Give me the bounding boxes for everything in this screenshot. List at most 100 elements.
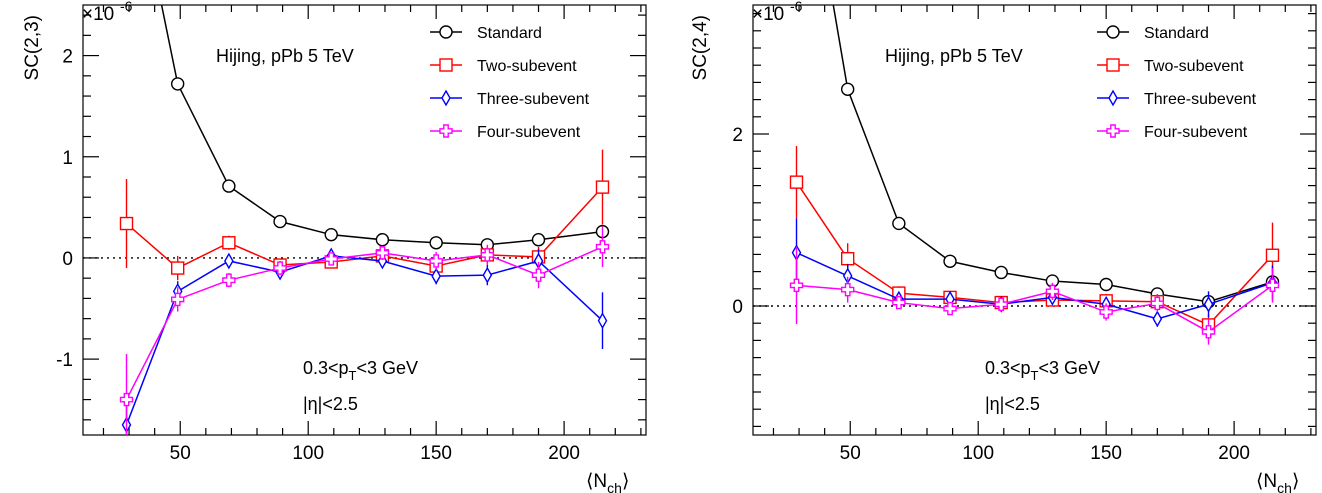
x-tick-label: 50 — [170, 443, 191, 464]
legend-marker — [1106, 25, 1120, 39]
series-standard — [832, 5, 1280, 309]
data-point — [892, 216, 906, 231]
annotation-pt-b: <3 GeV — [357, 358, 419, 378]
data-point — [170, 261, 185, 275]
data-point — [531, 233, 546, 247]
series-four-subevent — [119, 226, 610, 435]
x-axis-label: ⟨Nch⟩ — [586, 471, 629, 493]
data-point — [224, 252, 234, 270]
legend-marker — [1106, 124, 1120, 138]
x-axis-label-close: ⟩ — [1292, 471, 1299, 492]
data-point — [273, 214, 287, 229]
data-point — [994, 297, 1008, 311]
data-point — [222, 273, 236, 287]
data-point — [431, 267, 441, 285]
annotation-eta-cut: |η|<2.5 — [303, 394, 358, 414]
data-point — [482, 266, 493, 284]
data-point — [840, 251, 855, 266]
data-point — [789, 278, 804, 293]
x-tick-label: 150 — [420, 443, 452, 464]
series-line — [832, 5, 1273, 303]
x-axis-label-main: ⟨N — [586, 471, 607, 492]
data-point — [1201, 325, 1216, 339]
y-tick-label: 2 — [62, 47, 73, 68]
data-point — [480, 248, 495, 262]
data-point — [1152, 310, 1163, 328]
y-axis-label: SC(2,3) — [22, 15, 43, 80]
series-line — [795, 181, 1274, 326]
annotation-pt-b: <3 GeV — [1039, 358, 1101, 378]
data-point — [943, 301, 957, 316]
series-layer — [119, 5, 610, 435]
data-point — [119, 392, 134, 407]
data-point — [1265, 278, 1280, 293]
legend-marker — [1106, 58, 1120, 72]
y-tick-label: 2 — [732, 125, 743, 146]
legend-marker — [1108, 89, 1118, 107]
x-axis-label-sub: ch — [607, 480, 622, 493]
annotation-pt-a: 0.3<p — [303, 358, 349, 378]
y-tick-label: -1 — [56, 350, 73, 371]
series-line — [796, 251, 1273, 320]
x-axis-label: ⟨Nch⟩ — [1256, 471, 1299, 493]
y-axis-label: SC(2,4) — [690, 15, 711, 80]
annotation-pt-cut: 0.3<pT<3 GeV — [985, 358, 1100, 383]
y-tick-label: 0 — [732, 297, 743, 318]
data-point — [375, 246, 390, 260]
data-point — [170, 77, 185, 91]
series-line — [126, 186, 604, 269]
x-axis-label-sub: ch — [1277, 480, 1292, 493]
data-point — [429, 236, 443, 250]
data-point — [840, 282, 855, 297]
data-point — [324, 252, 338, 266]
data-point — [119, 216, 134, 231]
x-tick-label: 200 — [1218, 443, 1250, 464]
y-exponent-power: -6 — [120, 0, 133, 14]
data-point — [324, 227, 338, 242]
data-point — [1045, 284, 1060, 299]
x-tick-label: 100 — [962, 443, 994, 464]
legend-entry-label: Three-subevent — [1144, 91, 1257, 108]
plot-frame — [82, 4, 647, 436]
data-point — [170, 292, 185, 307]
annotation-eta-cut: |η|<2.5 — [985, 394, 1040, 414]
x-axis-label-main: ⟨N — [1256, 471, 1277, 492]
legend-entry-label: Two-subevent — [1144, 58, 1244, 75]
data-point — [789, 175, 804, 189]
series-standard — [160, 5, 610, 252]
legend-entry-label: Two-subevent — [477, 58, 577, 75]
annotation-generator: Hijing, pPb 5 TeV — [885, 46, 1023, 66]
y-exponent-power: -6 — [790, 0, 803, 14]
data-point — [222, 236, 236, 250]
y-tick-label: 0 — [62, 249, 73, 270]
legend-entry-label: Standard — [477, 25, 542, 42]
legend-marker — [441, 89, 451, 107]
x-tick-label: 200 — [548, 443, 580, 464]
legend-entry-label: Four-subevent — [1144, 124, 1248, 141]
series-three-subevent — [121, 247, 608, 435]
data-point — [375, 233, 390, 247]
data-point — [1203, 295, 1214, 313]
data-point — [1265, 248, 1280, 262]
data-point — [1099, 277, 1113, 292]
data-point — [994, 265, 1008, 280]
annotation-pt-sub: T — [349, 368, 357, 383]
series-line — [796, 284, 1273, 333]
annotation-pt-a: 0.3<p — [985, 358, 1031, 378]
data-point — [1150, 296, 1165, 311]
legend-entry-label: Three-subevent — [477, 91, 590, 108]
legend-entry-label: Four-subevent — [477, 124, 581, 141]
x-tick-label: 150 — [1090, 443, 1122, 464]
data-point — [892, 295, 906, 310]
data-point — [1099, 305, 1113, 319]
series-line — [160, 5, 603, 246]
annotation-pt-cut: 0.3<pT<3 GeV — [303, 358, 418, 383]
data-point — [429, 254, 443, 268]
x-tick-label: 50 — [840, 443, 861, 464]
data-point — [531, 268, 546, 282]
data-point — [595, 240, 610, 254]
legend-marker — [439, 58, 453, 72]
x-tick-label: 100 — [292, 443, 324, 464]
annotation-pt-sub: T — [1031, 368, 1039, 383]
y-exponent-label: ×10 — [82, 4, 114, 25]
